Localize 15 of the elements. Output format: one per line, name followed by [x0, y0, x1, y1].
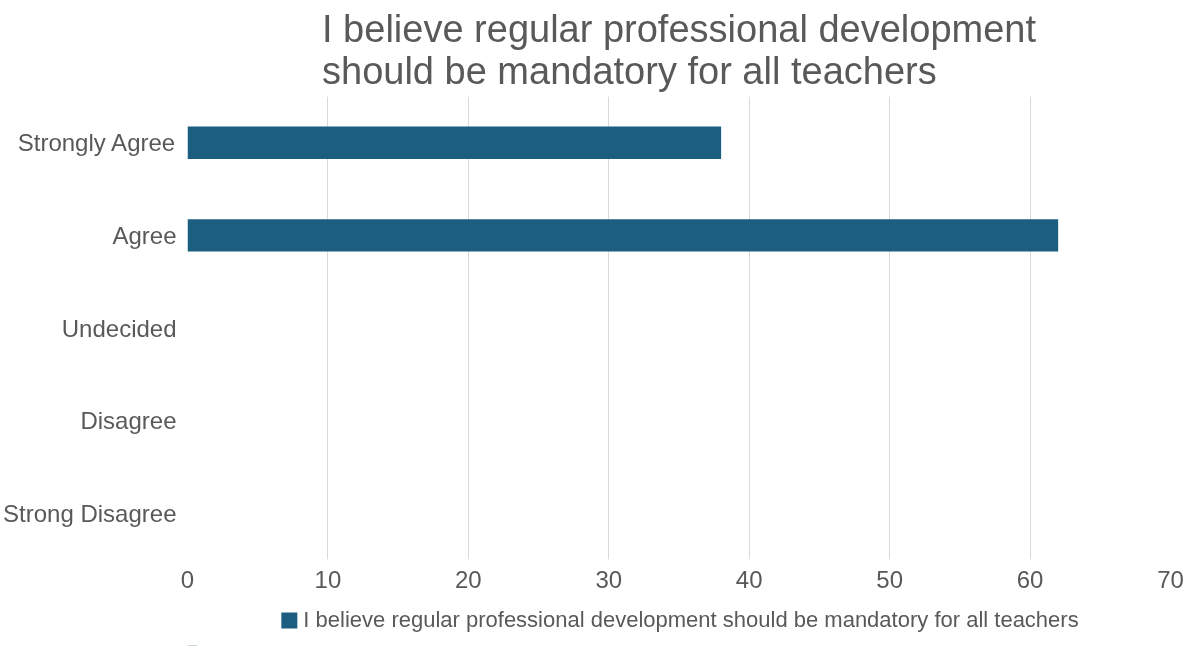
- legend-label: I believe regular professional development should be mandatory for all teachers: [303, 607, 1079, 633]
- x-tick-label: 10: [314, 565, 342, 593]
- x-tick-label: 20: [455, 565, 482, 593]
- chart-title: I believe regular professional development should be mandatory for all teachers: [322, 7, 1037, 92]
- x-tick-label: 40: [735, 565, 763, 593]
- x-tick-label: 70: [1157, 565, 1184, 593]
- y-tick-label: Strongly Agree: [17, 129, 176, 157]
- y-tick-label: Agree: [112, 221, 177, 249]
- x-tick-label: 50: [876, 565, 903, 593]
- y-tick-label: Disagree: [80, 407, 177, 435]
- y-tick-label: Undecided: [61, 314, 177, 342]
- x-tick-label: 60: [1016, 565, 1044, 593]
- y-tick-label: Strong Disagree: [3, 499, 177, 527]
- x-tick-label: 30: [595, 565, 623, 593]
- x-tick-label: 0: [180, 565, 195, 593]
